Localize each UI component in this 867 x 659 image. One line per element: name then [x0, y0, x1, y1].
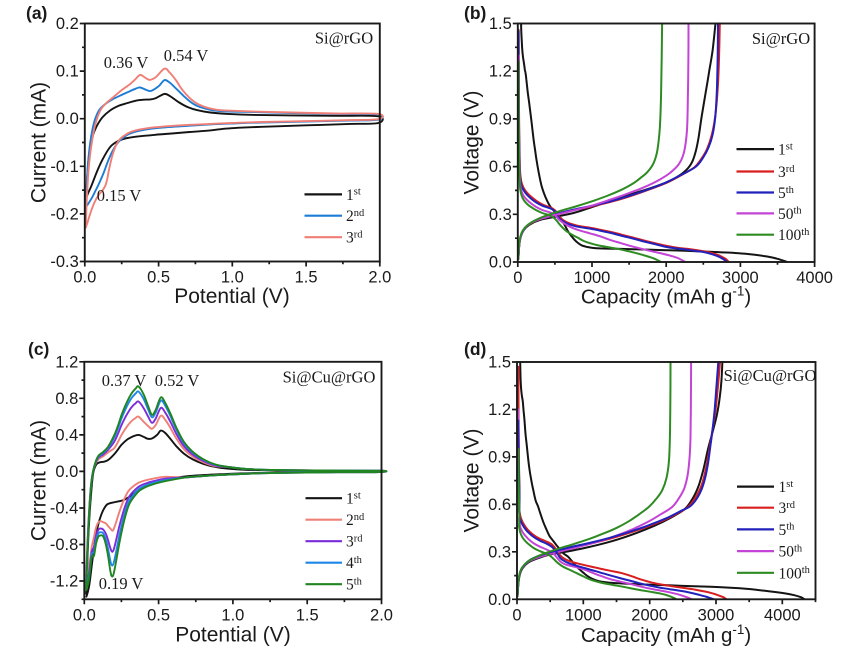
svg-text:3000: 3000	[722, 269, 759, 287]
svg-text:Si@Cu@rGO: Si@Cu@rGO	[724, 366, 817, 385]
svg-text:1.5: 1.5	[295, 269, 318, 287]
svg-text:-0.2: -0.2	[50, 205, 78, 223]
svg-text:Potential (V): Potential (V)	[175, 624, 291, 647]
svg-text:3000: 3000	[698, 607, 735, 625]
svg-text:-0.8: -0.8	[50, 536, 78, 554]
svg-text:0.0: 0.0	[489, 254, 512, 272]
svg-text:Capacity (mAh g-1): Capacity (mAh g-1)	[581, 622, 751, 647]
svg-text:1.5: 1.5	[296, 607, 319, 625]
svg-text:0.1: 0.1	[56, 63, 79, 81]
svg-text:4000: 4000	[764, 607, 801, 625]
svg-text:4000: 4000	[796, 269, 833, 287]
svg-text:0.0: 0.0	[73, 607, 96, 625]
svg-text:Voltage (V): Voltage (V)	[461, 429, 484, 533]
svg-text:Si@rGO: Si@rGO	[752, 29, 810, 48]
svg-text:0.9: 0.9	[488, 448, 511, 466]
svg-text:0.3: 0.3	[489, 206, 512, 224]
svg-text:0.36 V: 0.36 V	[104, 53, 149, 72]
svg-text:1.0: 1.0	[221, 607, 244, 625]
svg-text:1.0: 1.0	[221, 269, 244, 287]
svg-text:1.2: 1.2	[55, 353, 78, 371]
svg-text:0.5: 0.5	[147, 269, 170, 287]
svg-text:0: 0	[513, 269, 522, 287]
svg-text:Si@Cu@rGO: Si@Cu@rGO	[283, 368, 376, 387]
svg-text:1.2: 1.2	[488, 401, 511, 419]
svg-text:(b): (b)	[464, 3, 486, 23]
svg-text:1000: 1000	[574, 269, 611, 287]
svg-text:-0.1: -0.1	[50, 158, 78, 176]
svg-text:2.0: 2.0	[368, 269, 391, 287]
svg-text:0.5: 0.5	[147, 607, 170, 625]
svg-text:Current (mA): Current (mA)	[28, 420, 51, 541]
svg-text:0.0: 0.0	[56, 110, 79, 128]
svg-text:(d): (d)	[464, 339, 486, 359]
svg-text:0.3: 0.3	[488, 543, 511, 561]
svg-text:0.0: 0.0	[488, 591, 511, 609]
svg-text:(c): (c)	[28, 339, 49, 359]
svg-text:0.2: 0.2	[56, 15, 79, 33]
svg-text:1.5: 1.5	[489, 15, 512, 33]
svg-text:-1.2: -1.2	[50, 573, 78, 591]
svg-text:0.52 V: 0.52 V	[155, 371, 200, 390]
svg-text:Current (mA): Current (mA)	[28, 82, 51, 203]
svg-text:Capacity (mAh g-1): Capacity (mAh g-1)	[581, 284, 751, 309]
svg-text:Potential (V): Potential (V)	[174, 285, 290, 308]
svg-text:0.37 V: 0.37 V	[102, 371, 147, 390]
svg-text:0.0: 0.0	[73, 269, 96, 287]
svg-text:1.5: 1.5	[488, 354, 511, 372]
svg-text:2000: 2000	[648, 269, 685, 287]
svg-text:Voltage (V): Voltage (V)	[461, 91, 484, 195]
svg-text:1000: 1000	[565, 607, 602, 625]
svg-text:0.54 V: 0.54 V	[164, 46, 209, 65]
svg-text:0.6: 0.6	[488, 496, 511, 514]
svg-text:0.9: 0.9	[489, 110, 512, 128]
svg-text:2000: 2000	[631, 607, 668, 625]
svg-text:-0.3: -0.3	[50, 253, 78, 271]
svg-text:(a): (a)	[26, 3, 47, 23]
svg-text:0.15 V: 0.15 V	[97, 186, 142, 205]
svg-text:0.6: 0.6	[489, 158, 512, 176]
svg-text:Si@rGO: Si@rGO	[315, 29, 373, 48]
svg-text:1.2: 1.2	[489, 63, 512, 81]
svg-text:0.0: 0.0	[55, 463, 78, 481]
svg-text:-0.4: -0.4	[50, 499, 78, 517]
svg-text:0.4: 0.4	[55, 426, 78, 444]
svg-text:0.8: 0.8	[55, 390, 78, 408]
svg-text:0.19 V: 0.19 V	[99, 574, 144, 593]
svg-text:0: 0	[512, 607, 521, 625]
svg-text:2.0: 2.0	[370, 607, 393, 625]
